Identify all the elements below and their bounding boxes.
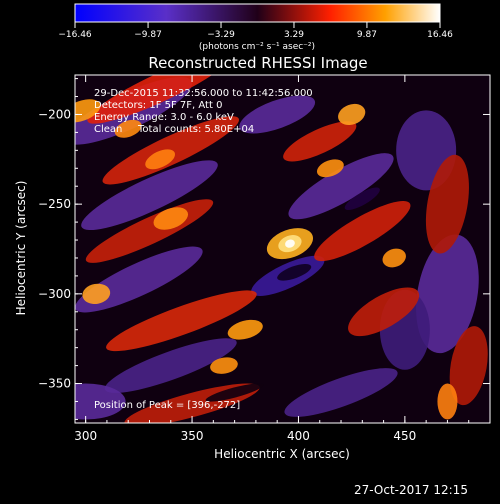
plot-frame — [74, 74, 491, 424]
x-tick-label: 450 — [393, 429, 416, 443]
heatmap-blob — [239, 95, 316, 134]
heatmap-blob — [114, 119, 142, 138]
heatmap-blob — [316, 159, 344, 178]
colorbar-unit-label: (photons cm⁻² s⁻¹ asec⁻²) — [199, 42, 315, 52]
colorbar-tick-label: −3.29 — [207, 30, 235, 40]
heatmap-blob — [75, 99, 101, 123]
heatmap-blob — [285, 239, 295, 248]
colorbar-tick-label: −9.87 — [134, 30, 162, 40]
colorbar-gradient — [74, 3, 441, 23]
x-tick-label: 400 — [287, 429, 310, 443]
heatmap-blob — [106, 290, 257, 352]
colorbar: −16.46 −9.87 −3.29 3.29 9.87 16.46 (photons c… — [58, 3, 453, 52]
total-counts-text: Total counts: 5.80E+04 — [137, 124, 254, 135]
heatmap-blob — [449, 326, 488, 406]
heatmap-blob — [104, 338, 237, 393]
heatmap-blobs — [75, 75, 488, 423]
heatmap-blob — [205, 383, 264, 402]
heatmap-blob — [210, 357, 238, 374]
y-tick-label: −200 — [38, 107, 71, 121]
heatmap — [75, 75, 490, 423]
peak-position-text: Position of Peak = [396,-272] — [94, 400, 240, 411]
heatmap-blob — [283, 121, 357, 162]
heatmap-blob — [75, 383, 126, 420]
heatmap-blob — [277, 263, 312, 281]
colorbar-ticks: −16.46 −9.87 −3.29 3.29 9.87 16.46 — [58, 22, 453, 40]
footer-date: 27-Oct-2017 12:15 — [354, 483, 468, 497]
colorbar-tick-label: 3.29 — [284, 30, 304, 40]
annotations: 29-Dec-2015 11:32:56.000 to 11:42:56.000… — [94, 88, 313, 411]
heatmap-blob — [82, 283, 111, 304]
heatmap-blob — [338, 103, 366, 126]
heatmap-blob — [284, 368, 398, 417]
x-tick-label: 300 — [74, 429, 97, 443]
energy-range-text: Energy Range: 3.0 - 6.0 keV — [94, 112, 234, 123]
colorbar-tick-label: 16.46 — [427, 30, 453, 40]
y-axis-label: Heliocentric Y (arcsec) — [14, 181, 28, 316]
heatmap-blob — [344, 187, 380, 211]
heatmap-blob — [314, 201, 411, 262]
colorbar-tick-label: −16.46 — [58, 30, 92, 40]
heatmap-blob — [87, 75, 233, 124]
method-text: Clean — [94, 124, 122, 135]
y-tick-label: −350 — [38, 377, 71, 391]
heatmap-blob — [153, 207, 189, 230]
heatmap-blob — [145, 149, 176, 170]
heatmap-blob — [425, 154, 469, 254]
heatmap-blob — [227, 319, 263, 340]
heatmap-blob — [348, 287, 420, 337]
heatmap-blob — [437, 383, 458, 420]
heatmap-blob — [81, 160, 218, 231]
heatmap-blob — [382, 248, 406, 268]
time-range-text: 29-Dec-2015 11:32:56.000 to 11:42:56.000 — [94, 88, 313, 99]
axes: 300 350 400 450 −200 −250 −300 −350 — [38, 75, 491, 443]
heatmap-blob — [288, 153, 394, 220]
heatmap-blob — [416, 234, 479, 354]
x-tick-label: 350 — [181, 429, 204, 443]
y-tick-label: −300 — [38, 287, 71, 301]
x-axis-label: Heliocentric X (arcsec) — [214, 447, 350, 461]
y-tick-label: −250 — [38, 197, 71, 211]
colorbar-tick-label: 9.87 — [357, 30, 377, 40]
detectors-text: Detectors: 1F 5F 7F, Att 0 — [94, 100, 222, 111]
chart-title: Reconstructed RHESSI Image — [148, 54, 367, 72]
